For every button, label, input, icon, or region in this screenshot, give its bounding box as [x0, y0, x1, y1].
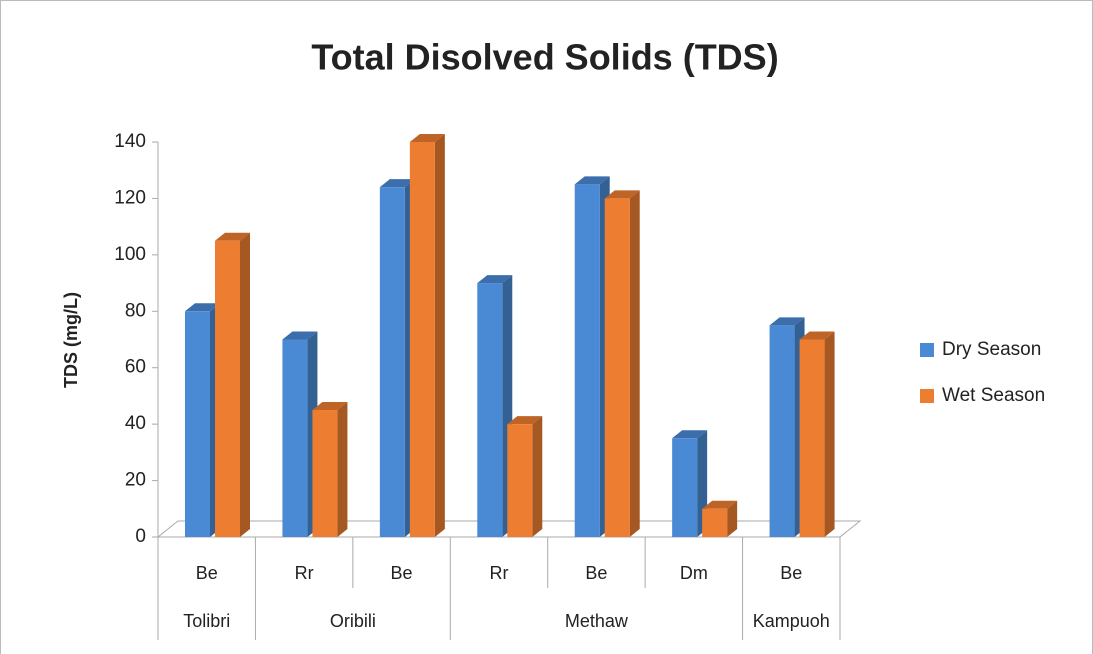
x-tick-label: Dm	[680, 563, 708, 583]
x-tick-label: Be	[585, 563, 607, 583]
bar-top	[799, 331, 835, 340]
bar	[477, 283, 503, 537]
bar	[409, 142, 435, 537]
y-tick-label: 20	[125, 470, 146, 491]
bar-top	[215, 232, 250, 241]
bar-top	[477, 275, 513, 284]
y-tick-label: 100	[114, 244, 146, 265]
x-tick-label: Be	[196, 563, 218, 583]
bar-top	[507, 416, 543, 425]
legend-swatch	[920, 343, 934, 357]
bar-side	[434, 134, 445, 537]
x-tick-label: Be	[391, 563, 413, 583]
x-tick-label: Be	[780, 563, 802, 583]
bar-side	[240, 232, 250, 537]
group-label: Tolibri	[183, 611, 230, 631]
group-label: Kampuoh	[753, 611, 830, 631]
bar-side	[532, 416, 543, 537]
bar	[312, 410, 338, 537]
x-tick-label: Rr	[295, 563, 314, 583]
bar-top	[185, 303, 220, 312]
bar-side	[824, 331, 835, 537]
bar-top	[379, 179, 415, 188]
y-tick-label: 80	[125, 300, 146, 321]
y-tick-label: 120	[114, 187, 146, 208]
y-tick-label: 140	[114, 131, 146, 152]
group-label: Methaw	[565, 611, 629, 631]
y-tick-label: 40	[125, 413, 146, 434]
bar-top	[604, 190, 640, 199]
bar	[215, 240, 240, 537]
group-label: Oribili	[330, 611, 376, 631]
bar	[799, 339, 825, 537]
bar-top	[409, 134, 445, 142]
bar-top	[702, 500, 738, 509]
y-tick-label: 0	[135, 526, 146, 547]
bar	[769, 325, 795, 537]
y-tick-label: 60	[125, 357, 146, 378]
legend-label: Dry Season	[942, 339, 1041, 360]
bar-side	[629, 190, 640, 537]
bar-side	[727, 500, 738, 537]
bar-top	[312, 402, 348, 411]
bar	[672, 438, 698, 537]
bar-top	[574, 176, 610, 185]
legend-label: Wet Season	[942, 385, 1045, 406]
bar-top	[282, 331, 318, 340]
bar	[604, 198, 630, 537]
bar-top	[769, 317, 805, 326]
bar	[574, 184, 600, 538]
x-tick-label: Rr	[490, 563, 509, 583]
bar	[379, 187, 405, 537]
bar	[702, 508, 728, 537]
chart-title: Total Disolved Solids (TDS)	[311, 37, 778, 78]
bar-top	[672, 430, 708, 439]
y-axis-label: TDS (mg/L)	[61, 292, 81, 388]
bar	[507, 424, 533, 537]
legend-swatch	[920, 389, 934, 403]
bar	[185, 311, 210, 537]
bar-side	[337, 402, 348, 537]
bar	[282, 339, 308, 537]
